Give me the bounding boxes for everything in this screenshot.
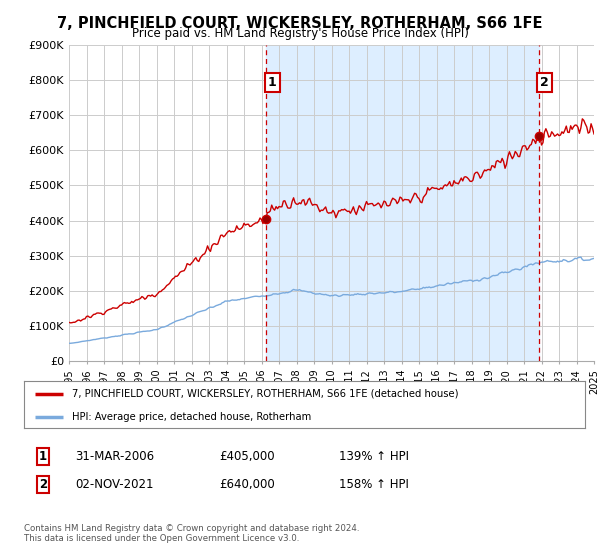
Text: Price paid vs. HM Land Registry's House Price Index (HPI): Price paid vs. HM Land Registry's House …	[131, 27, 469, 40]
Bar	[266, 45, 539, 361]
Text: 1: 1	[39, 450, 47, 463]
Text: 7, PINCHFIELD COURT, WICKERSLEY, ROTHERHAM, S66 1FE: 7, PINCHFIELD COURT, WICKERSLEY, ROTHERH…	[57, 16, 543, 31]
Text: £405,000: £405,000	[219, 450, 275, 463]
Text: Contains HM Land Registry data © Crown copyright and database right 2024.
This d: Contains HM Land Registry data © Crown c…	[24, 524, 359, 543]
Text: 158% ↑ HPI: 158% ↑ HPI	[339, 478, 409, 491]
Text: 7, PINCHFIELD COURT, WICKERSLEY, ROTHERHAM, S66 1FE (detached house): 7, PINCHFIELD COURT, WICKERSLEY, ROTHERH…	[71, 389, 458, 399]
Text: £640,000: £640,000	[219, 478, 275, 491]
Text: 02-NOV-2021: 02-NOV-2021	[75, 478, 154, 491]
Text: 31-MAR-2006: 31-MAR-2006	[75, 450, 154, 463]
Text: HPI: Average price, detached house, Rotherham: HPI: Average price, detached house, Roth…	[71, 412, 311, 422]
Text: 2: 2	[540, 76, 549, 89]
Text: 1: 1	[268, 76, 277, 89]
Text: 2: 2	[39, 478, 47, 491]
Text: 139% ↑ HPI: 139% ↑ HPI	[339, 450, 409, 463]
